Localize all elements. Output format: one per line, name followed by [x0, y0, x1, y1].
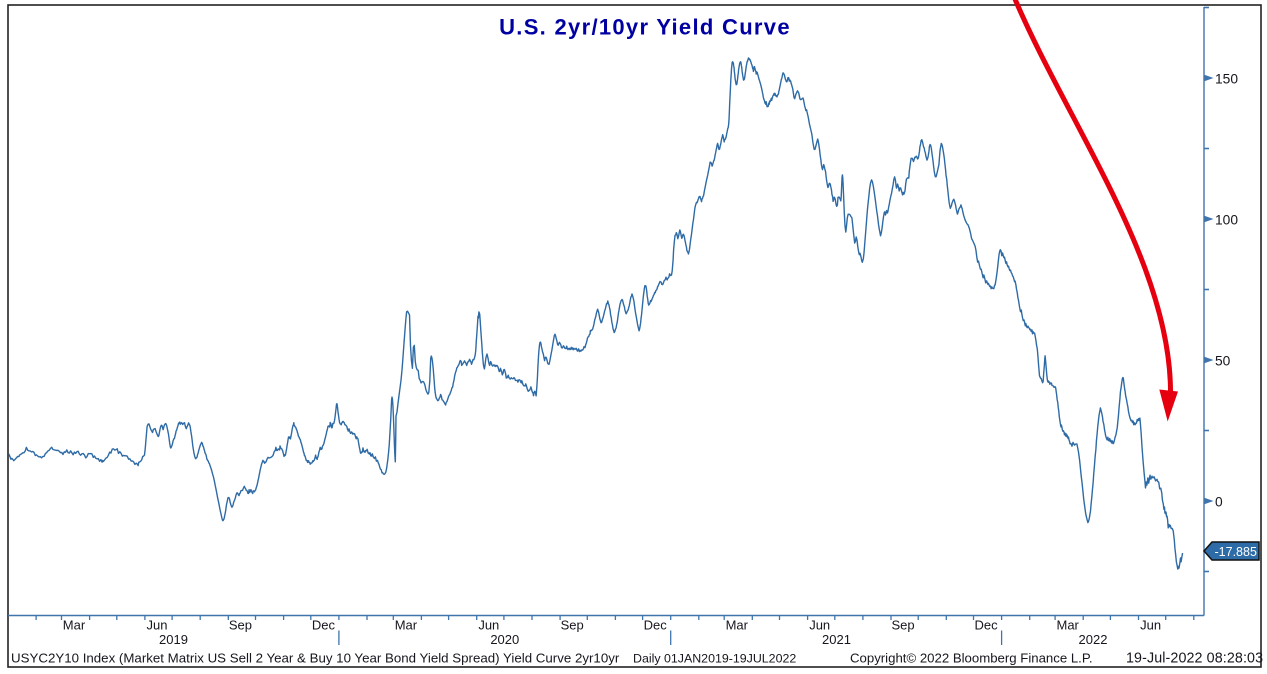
svg-text:2021: 2021 [822, 632, 851, 647]
svg-text:0: 0 [1215, 495, 1223, 510]
svg-text:Mar: Mar [726, 617, 749, 632]
svg-text:-17.885: -17.885 [1215, 545, 1257, 559]
svg-text:Mar: Mar [63, 617, 86, 632]
svg-text:Jun: Jun [478, 617, 499, 632]
svg-text:2022: 2022 [1079, 632, 1108, 647]
svg-text:150: 150 [1215, 72, 1238, 87]
svg-text:Sep: Sep [561, 617, 584, 632]
svg-text:Jun: Jun [147, 617, 168, 632]
svg-text:Sep: Sep [229, 617, 252, 632]
svg-text:19-Jul-2022 08:28:03: 19-Jul-2022 08:28:03 [1126, 651, 1263, 667]
svg-text:Dec: Dec [644, 617, 668, 632]
svg-text:Copyright© 2022 Bloomberg Fina: Copyright© 2022 Bloomberg Finance L.P. [850, 651, 1093, 666]
svg-text:U.S. 2yr/10yr Yield Curve: U.S. 2yr/10yr Yield Curve [499, 15, 791, 40]
svg-text:2019: 2019 [159, 632, 188, 647]
svg-text:Jun: Jun [1140, 617, 1161, 632]
svg-text:USYC2Y10 Index (Market Matrix: USYC2Y10 Index (Market Matrix US Sell 2 … [11, 651, 620, 666]
svg-text:Sep: Sep [892, 617, 915, 632]
svg-text:50: 50 [1215, 354, 1231, 369]
svg-text:Daily 01JAN2019-19JUL2022: Daily 01JAN2019-19JUL2022 [633, 652, 796, 666]
svg-text:100: 100 [1215, 213, 1238, 228]
svg-text:Mar: Mar [395, 617, 418, 632]
svg-text:2020: 2020 [490, 632, 519, 647]
svg-text:Dec: Dec [312, 617, 336, 632]
svg-text:Jun: Jun [809, 617, 830, 632]
svg-text:Dec: Dec [975, 617, 999, 632]
svg-text:Mar: Mar [1057, 617, 1080, 632]
